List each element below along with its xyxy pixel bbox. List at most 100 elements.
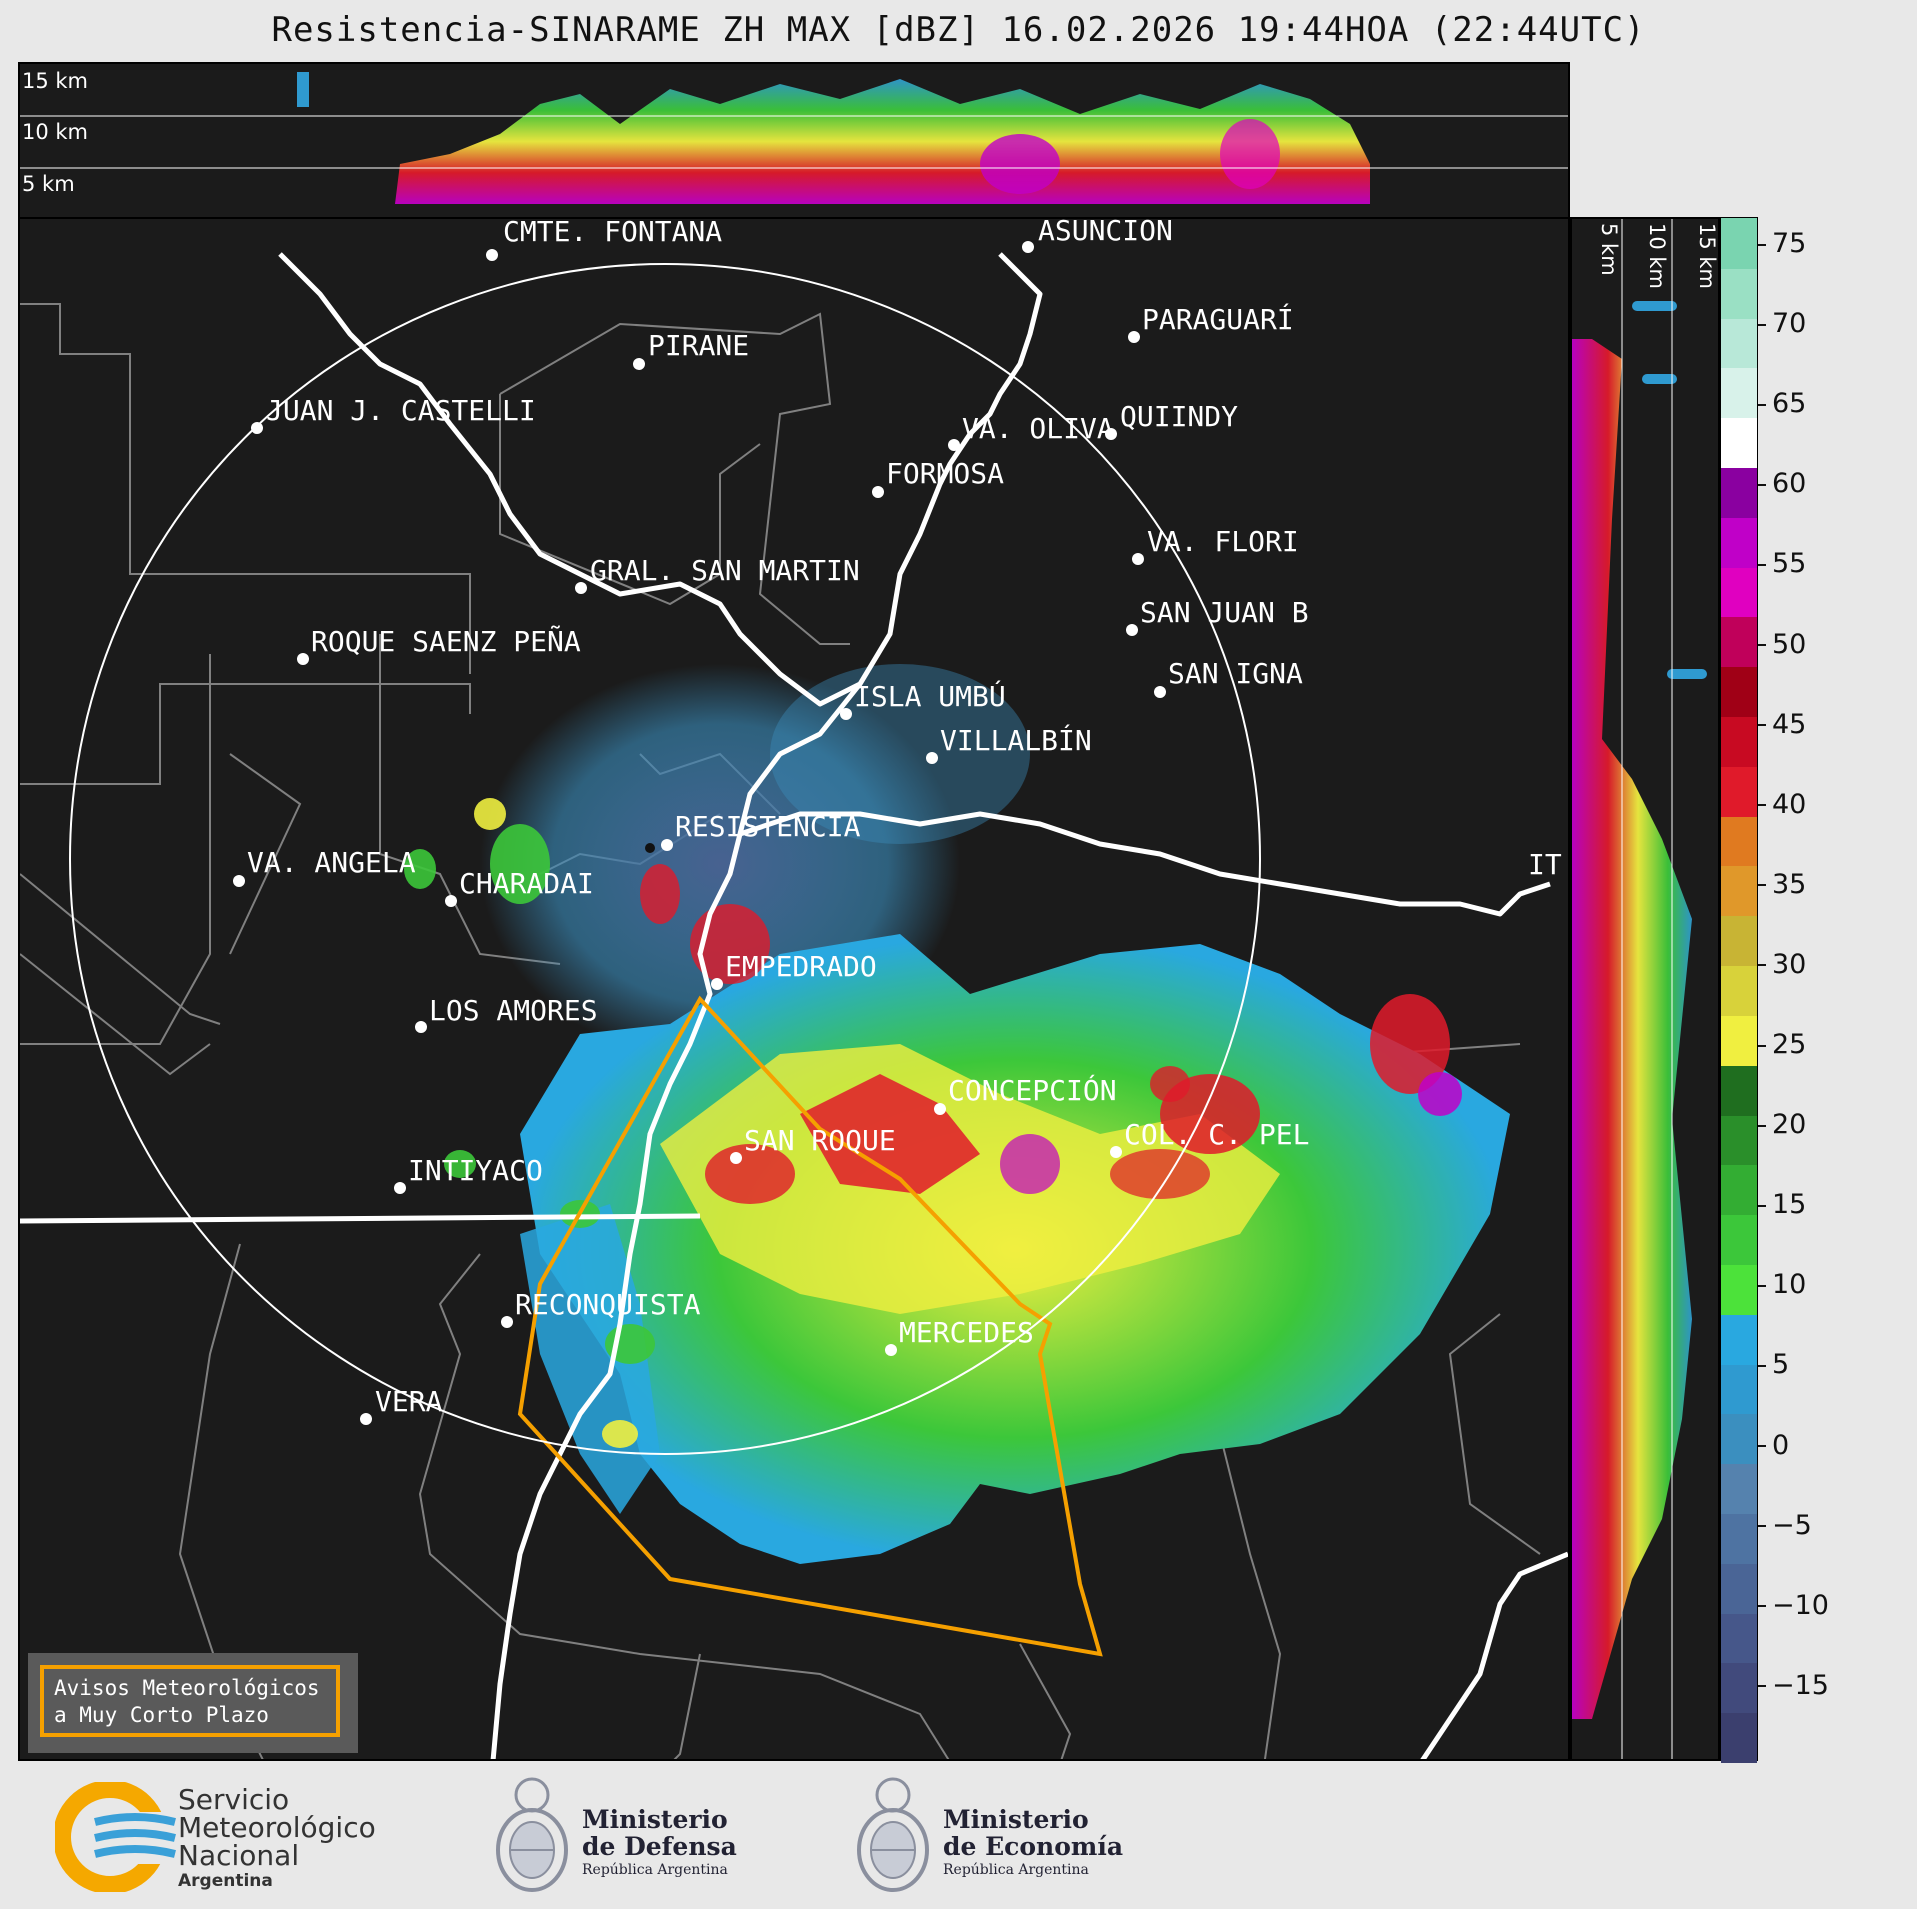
- economia-line2: de Economía: [943, 1832, 1124, 1861]
- city-dot: [1126, 624, 1138, 636]
- storm-cell: [602, 1420, 638, 1448]
- city-label: EMPEDRADO: [725, 950, 877, 983]
- city-dot: [934, 1103, 946, 1115]
- side-height-profile: 5 km 10 km 15 km: [1570, 217, 1720, 1761]
- colorbar-segment: [1721, 1562, 1757, 1614]
- city-dot: [251, 422, 263, 434]
- city-label: ASUNCIÓN: [1038, 219, 1173, 247]
- range-ring: [69, 263, 1261, 1455]
- colorbar-segment: [1721, 1313, 1757, 1365]
- defensa-line3: República Argentina: [582, 1862, 728, 1878]
- colorbar-segment: [1721, 566, 1757, 618]
- storm-cell: [1000, 1134, 1060, 1194]
- echo-clutter: [770, 664, 1030, 844]
- city-label: JUAN J. CASTELLI: [266, 394, 536, 427]
- colorbar-tick-label: 0: [1758, 1430, 1789, 1461]
- colorbar-segment: [1721, 1263, 1757, 1315]
- colorbar-tick-label: 35: [1758, 869, 1806, 900]
- storm-cell: [490, 824, 550, 904]
- colorbar-tick-label: 55: [1758, 548, 1806, 579]
- city-label: CONCEPCIÓN: [948, 1073, 1117, 1107]
- side-label-5km: 5 km: [1597, 223, 1621, 276]
- city-dot: [360, 1413, 372, 1425]
- argentina-seal-icon: [496, 1777, 568, 1892]
- colorbar-segment: [1721, 516, 1757, 568]
- top-echo-band: [395, 79, 1370, 204]
- top-height-profile: 15 km 10 km 5 km: [18, 62, 1570, 219]
- city-label: VA. FLORI: [1147, 525, 1299, 558]
- side-profile-svg: 5 km 10 km 15 km: [1572, 219, 1718, 1759]
- side-echo-cell: [1667, 669, 1707, 679]
- city-dot: [1132, 553, 1144, 565]
- colorbar-segment: [1721, 915, 1757, 967]
- map-title: Resistencia-SINARAME ZH MAX [dBZ] 16.02.…: [271, 10, 1646, 50]
- colorbar-tick-label: 45: [1758, 709, 1806, 740]
- colorbar-tick-label: 15: [1758, 1189, 1806, 1220]
- storm-cell: [705, 1144, 795, 1204]
- radar-map-svg: CMTE. FONTANA ASUNCIÓN PARAGUARÍ PIRANE …: [20, 219, 1568, 1759]
- side-echo-band: [1572, 339, 1692, 1719]
- city-label: SAN ROQUE: [744, 1124, 896, 1157]
- colorbar-tick-label: 60: [1758, 468, 1806, 499]
- colorbar-segment: [1721, 616, 1757, 668]
- city-label: SAN IGNA: [1168, 657, 1303, 690]
- storm-cell: [1110, 1149, 1210, 1199]
- city-dot: [840, 708, 852, 720]
- city-dot: [885, 1344, 897, 1356]
- colorbar-segment: [1721, 1612, 1757, 1664]
- colorbar-segment: [1721, 1712, 1757, 1763]
- city-label: FORMOSA: [886, 457, 1004, 490]
- radar-map[interactable]: CMTE. FONTANA ASUNCIÓN PARAGUARÍ PIRANE …: [18, 217, 1570, 1761]
- storm-band-red: [800, 1074, 980, 1194]
- city-dot: [575, 582, 587, 594]
- city-dot: [872, 486, 884, 498]
- footer: Servicio Meteorológico Nacional Argentin…: [0, 1762, 1917, 1909]
- colorbar-segment: [1721, 267, 1757, 319]
- smn-logo-icon: [55, 1782, 195, 1892]
- colorbar-tick-label: 20: [1758, 1109, 1806, 1140]
- colorbar-tick-label: −5: [1758, 1510, 1812, 1541]
- economia-line3: República Argentina: [943, 1862, 1089, 1878]
- colorbar-tick-label: 5: [1758, 1349, 1789, 1380]
- argentina-seal-icon: [857, 1777, 929, 1892]
- city-label: CHARADAI: [459, 867, 594, 900]
- city-dot: [445, 895, 457, 907]
- storm-cell: [444, 1150, 476, 1178]
- city-dot: [297, 653, 309, 665]
- city-label: CMTE. FONTANA: [503, 219, 722, 248]
- rivers-borders: [20, 252, 1568, 1759]
- city-label: ROQUE SAENZ PEÑA: [311, 624, 581, 658]
- top-echo-cell: [297, 72, 309, 107]
- aviso-frame: Avisos Meteorológicos a Muy Corto Plazo: [40, 1665, 340, 1737]
- colorbar-segment: [1721, 317, 1757, 369]
- smn-line1: Servicio: [178, 1783, 290, 1816]
- city-label: VA. OLIVA: [962, 412, 1114, 445]
- city-label: RESISTENCIA: [675, 810, 861, 843]
- city-label: SAN JUAN B: [1140, 596, 1309, 629]
- colorbar-segment: [1721, 1214, 1757, 1265]
- city-label: PARAGUARÍ: [1142, 302, 1294, 336]
- colorbar-segment: [1721, 1164, 1757, 1216]
- aviso-box[interactable]: Avisos Meteorológicos a Muy Corto Plazo: [28, 1653, 358, 1753]
- city-markers: CMTE. FONTANA ASUNCIÓN PARAGUARÍ PIRANE …: [233, 219, 1562, 1425]
- city-dot: [486, 249, 498, 261]
- colorbar-segment: [1721, 417, 1757, 469]
- colorbar-segment: [1721, 367, 1757, 419]
- colorbar-segment: [1721, 1114, 1757, 1166]
- city-label: MERCEDES: [899, 1316, 1034, 1349]
- colorbar-segment: [1721, 1413, 1757, 1465]
- city-label: IT: [1528, 848, 1562, 881]
- colorbar-tick-label: 70: [1758, 308, 1806, 339]
- colorbar-tick-label: 10: [1758, 1269, 1806, 1300]
- city-label: VILLALBÍN: [940, 723, 1092, 757]
- city-dot: [1022, 241, 1034, 253]
- city-dot: [948, 439, 960, 451]
- defensa-logo-text: Ministerio de Defensa República Argentin…: [582, 1806, 737, 1880]
- colorbar-tick-label: 40: [1758, 789, 1806, 820]
- city-label: PIRANE: [648, 329, 749, 362]
- storm-cell: [404, 849, 436, 889]
- city-dot: [730, 1152, 742, 1164]
- city-dot: [233, 875, 245, 887]
- city-label: LOS AMORES: [429, 994, 598, 1027]
- colorbar-tick-label: 75: [1758, 228, 1806, 259]
